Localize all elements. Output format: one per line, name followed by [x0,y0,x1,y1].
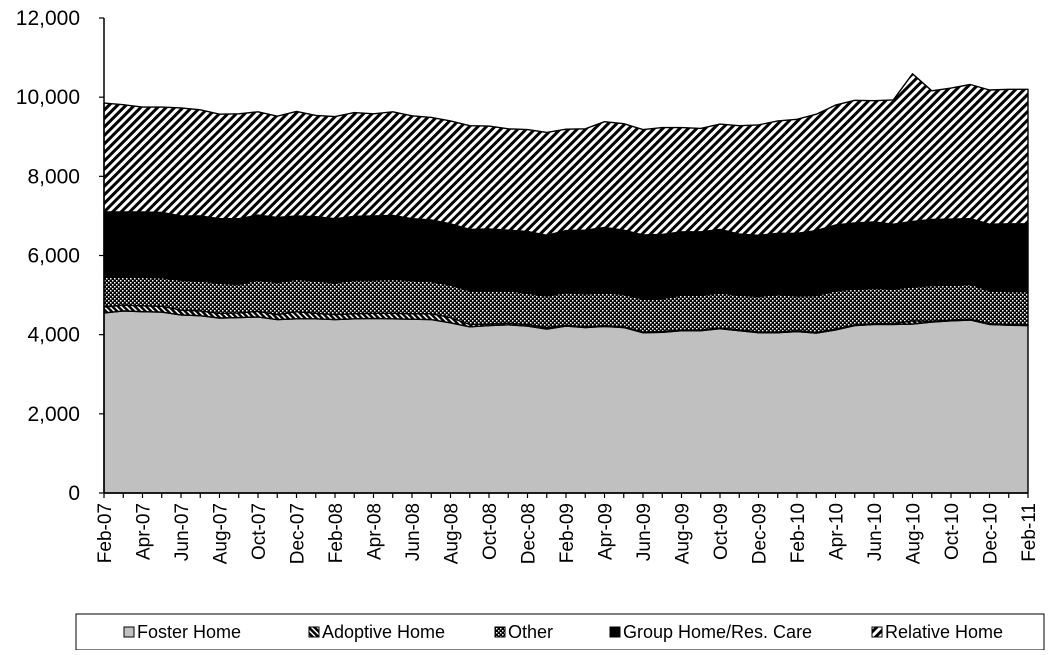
x-tick-label: Aug-10 [904,503,925,564]
x-tick-label: Feb-11 [1019,503,1040,562]
x-tick-label: Apr-09 [596,503,617,560]
legend-label-other: Other [508,622,553,642]
area-foster-home [103,310,1029,494]
y-tick-label: 12,000 [16,7,80,30]
legend-swatch-relative-home [871,626,883,638]
x-tick-label: Aug-07 [211,503,232,564]
legend: Foster Home Adoptive Home Other Group Home/… [75,613,1045,651]
x-tick-label: Feb-08 [326,503,347,563]
ticks-layer: 0 2,000 4,000 6,000 8,000 10,000 12,000 Feb-07 A… [16,7,1040,564]
legend-label-foster-home: Foster Home [137,622,241,642]
y-tick-label: 2,000 [27,403,80,426]
legend-label-adoptive-home: Adoptive Home [322,622,445,642]
legend-swatch-adoptive-home [308,626,320,638]
x-tick-label: Dec-10 [981,503,1002,564]
x-tick-label: Jun-08 [403,503,424,561]
x-tick-label: Dec-09 [750,503,771,564]
x-tick-label: Jun-07 [172,503,193,561]
x-tick-label: Apr-10 [827,503,848,560]
legend-box [75,613,1045,651]
area-relative-home [103,73,1029,236]
x-tick-label: Feb-09 [557,503,578,563]
legend-swatch-other [494,626,506,638]
legend-swatch-foster-home [123,626,135,638]
x-tick-label: Oct-07 [249,503,270,560]
legend-label-relative-home: Relative Home [885,622,1003,642]
x-tick-label: Dec-07 [288,503,309,564]
y-tick-label: 6,000 [27,245,80,268]
x-tick-label: Apr-08 [365,503,386,560]
x-tick-label: Apr-07 [134,503,155,560]
x-tick-label: Oct-10 [942,503,963,560]
legend-label-group-home-res-care: Group Home/Res. Care [623,622,812,642]
x-tick-label: Oct-09 [711,503,732,560]
x-tick-label: Jun-10 [865,503,886,561]
x-tick-label: Feb-10 [788,503,809,563]
y-tick-label: 0 [68,482,80,505]
y-tick-label: 10,000 [16,86,80,109]
y-tick-label: 4,000 [27,324,80,347]
x-tick-label: Aug-08 [442,503,463,564]
legend-swatch-group-home-res-care [609,626,621,638]
x-tick-label: Jun-09 [634,503,655,561]
areas-layer [103,73,1029,494]
x-tick-label: Oct-08 [480,503,501,560]
x-tick-label: Feb-07 [95,503,116,563]
x-tick-label: Aug-09 [673,503,694,564]
x-tick-label: Dec-08 [519,503,540,564]
y-tick-label: 8,000 [27,165,80,188]
